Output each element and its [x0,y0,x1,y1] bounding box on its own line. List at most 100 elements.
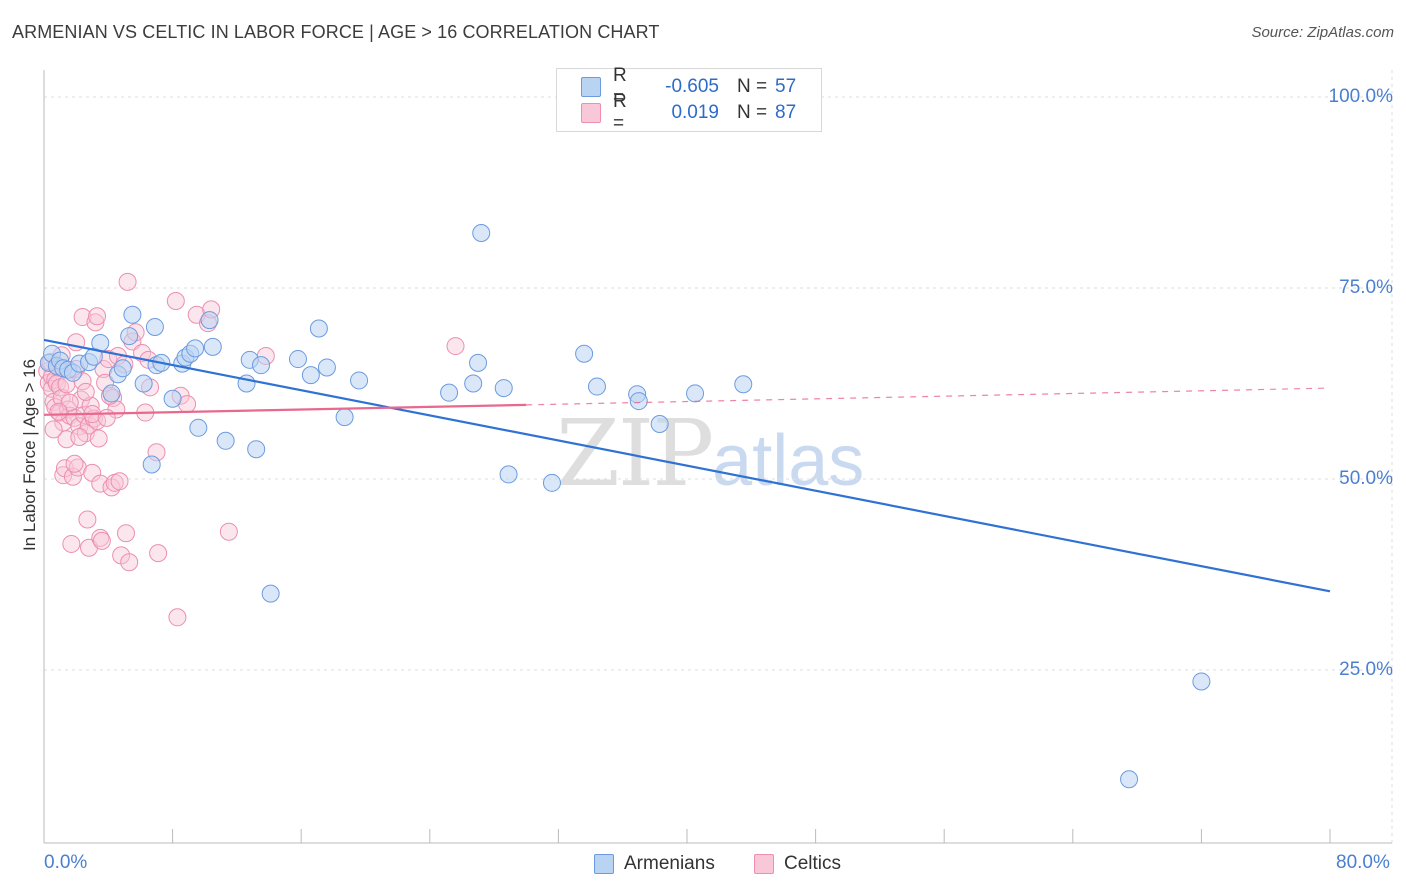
axes [43,70,1392,844]
armenians-point-36 [301,366,320,385]
armenians-point-43 [469,353,488,372]
celtics-point-56 [118,272,137,291]
armenians-point-28 [203,337,222,356]
celtics-point-52 [110,472,129,491]
armenians-point-44 [472,223,491,242]
celtics-point-79 [49,402,68,421]
celtics-point-64 [149,544,168,563]
legend-r-label: R = [613,65,627,108]
celtics-point-38 [88,307,107,326]
celtics-point-41 [91,474,110,493]
celtics-point-43 [92,531,111,550]
celtics-point-57 [120,553,139,572]
celtics-point-65 [166,291,185,310]
chart-title: ARMENIAN VS CELTIC IN LABOR FORCE | AGE … [12,22,660,42]
legend-r-value: -0.605 [665,76,719,97]
celtics-point-14 [54,466,73,485]
armenians-point-33 [252,356,271,375]
armenians-points [39,223,1211,789]
watermark-zip: ZIP [556,400,714,507]
legend-n-label: N = [737,102,768,123]
trend-lines [43,338,1331,593]
gridlines [44,70,1393,843]
armenians-point-55 [1192,672,1211,691]
celtics-point-26 [70,417,89,436]
armenians-point-49 [587,377,606,396]
bottom-legend-label: Celtics [784,853,842,874]
celtics-points [38,272,465,627]
legend-row-armenians: R = -0.605 N = 57 [581,65,797,108]
celtics-point-31 [78,510,97,529]
legend-n-value: 87 [775,102,797,123]
celtics-swatch [581,103,601,123]
armenians-swatch [594,854,614,874]
armenians-point-18 [145,317,164,336]
y-tick-label-100: 100.0% [1328,86,1393,107]
celtics-point-66 [168,608,187,627]
armenians-point-29 [216,431,235,450]
celtics-point-74 [446,337,465,356]
armenians-point-54 [734,375,753,394]
celtics-trend-line [43,403,527,416]
armenians-point-51 [629,392,648,411]
watermark: ZIPatlas [556,400,864,507]
armenians-point-11 [102,384,121,403]
legend-row-celtics: R = 0.019 N = 87 [581,91,797,134]
armenians-point-26 [189,418,208,437]
legend-n-value: 57 [775,76,797,97]
armenians-point-41 [440,383,459,402]
armenians-point-34 [261,584,280,603]
celtics-point-85 [44,420,63,439]
watermark-atlas: atlas [712,421,865,501]
celtics-trend-extension [526,387,1331,406]
celtics-point-82 [65,454,84,473]
armenians-point-35 [288,350,307,369]
armenians-point-42 [464,374,483,393]
celtics-point-42 [91,528,110,547]
armenians-point-14 [120,327,139,346]
y-tick-label-75: 75.0% [1339,277,1393,298]
celtics-point-72 [219,522,238,541]
bottom-legend-label: Armenians [624,853,715,874]
x-tick-label-max: 80.0% [1336,852,1390,873]
armenians-point-39 [335,408,354,427]
armenians-point-52 [650,414,669,433]
celtics-point-81 [70,427,89,446]
armenians-point-53 [686,384,705,403]
y-axis-title: In Labor Force | Age > 16 [20,358,39,552]
celtics-point-83 [97,408,116,427]
armenians-point-21 [163,389,182,408]
armenians-point-45 [494,379,513,398]
armenians-point-46 [499,465,518,484]
legend-n-label: N = [737,76,768,97]
celtics-point-21 [63,467,82,486]
legend-r-value: 0.019 [671,102,719,123]
bottom-legend-armenians: Armenians [594,852,715,876]
celtics-swatch [754,854,774,874]
armenians-point-27 [200,311,219,330]
celtics-point-37 [86,313,105,332]
armenians-point-13 [113,359,132,378]
armenians-point-37 [309,319,328,338]
armenians-point-15 [123,305,142,324]
legend: R = -0.605 N = 57 R = 0.019 N = 87 [556,65,822,134]
armenians-swatch [581,77,601,97]
armenians-point-16 [134,374,153,393]
celtics-point-40 [89,429,108,448]
celtics-point-84 [76,382,95,401]
armenians-point-38 [317,358,336,377]
armenians-point-47 [542,473,561,492]
armenians-point-25 [186,339,205,358]
armenians-point-32 [247,440,266,459]
armenians-point-48 [575,344,594,363]
x-tick-label-min: 0.0% [44,852,88,873]
chart-source: Source: ZipAtlas.com [1251,24,1394,41]
legend-r-label: R = [613,91,627,134]
armenians-point-56 [1120,770,1139,789]
armenians-point-40 [350,371,369,390]
celtics-point-20 [62,534,81,553]
celtics-point-55 [116,524,135,543]
bottom-legend-celtics: Celtics [754,852,841,876]
armenians-point-17 [142,455,161,474]
